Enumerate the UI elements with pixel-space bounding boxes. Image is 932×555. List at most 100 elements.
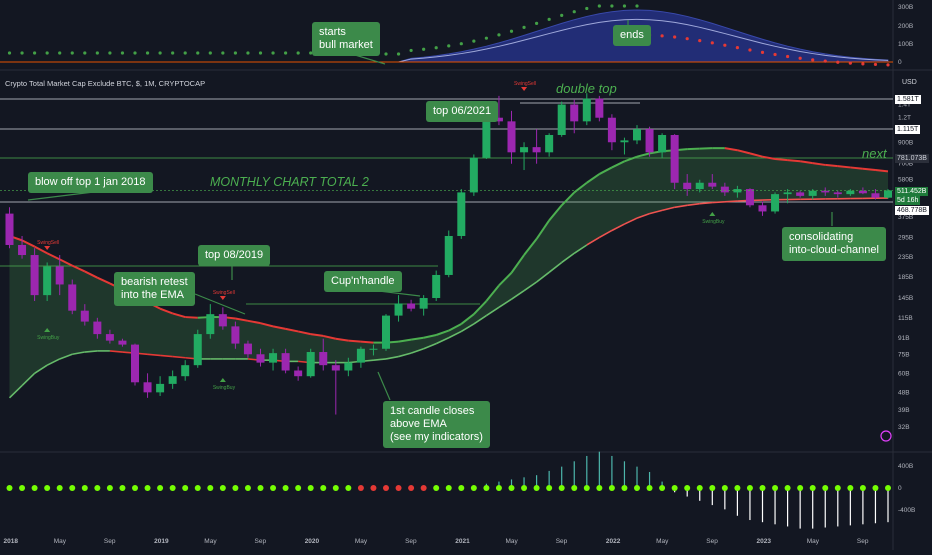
candle-body [269,353,277,362]
oscillator-dot [320,485,326,491]
time-axis-tick: May [204,538,217,545]
top-indicator-dot [560,14,563,17]
next-label: next [862,146,887,161]
oscillator-dot [433,485,439,491]
ema-slow-line [712,202,725,203]
top-indicator-dot [20,51,23,54]
top-indicator-dot [133,51,136,54]
oscillator-dot [283,485,289,491]
candle-body [545,135,553,152]
callout-top-2021: top 06/2021 [426,101,498,122]
candle-body [445,236,453,275]
oscillator-dot [621,485,627,491]
top-indicator-dot [497,33,500,36]
candle-body [282,353,290,370]
candle-body [771,194,779,211]
top-indicator-dot [221,51,224,54]
oscillator-dot [797,485,803,491]
oscillator-dot [107,485,113,491]
candle-body [520,147,528,152]
oscillator-axis-tick: -400B [898,507,915,514]
top-indicator-dot [384,52,387,55]
oscillator-dot [521,485,527,491]
top-indicator-dot [71,51,74,54]
oscillator-dot [471,485,477,491]
candle-body [696,183,704,189]
price-axis-tick: 60B [898,370,910,377]
top-indicator-dot [171,51,174,54]
oscillator-dot [596,485,602,491]
candle-body [294,371,302,377]
oscillator-dot [785,485,791,491]
time-axis-tick: Sep [405,538,417,545]
oscillator-dot [69,485,75,491]
candle-body [809,191,817,196]
candle-body [420,298,428,309]
top-indicator-dot [447,44,450,47]
price-tag: 1.115T [895,125,920,134]
oscillator-dot [446,485,452,491]
ema-fast-line [361,342,374,343]
oscillator-dot [157,485,163,491]
callout-pointer [195,294,245,314]
oscillator-dot [32,485,38,491]
oscillator-dot [634,485,640,491]
candle-body [181,365,189,376]
oscillator-dot [697,485,703,491]
top-indicator-dot [96,51,99,54]
candle-body [93,322,101,335]
oscillator-dot [559,485,565,491]
callout-starts-bull-market: starts bull market [312,22,380,56]
candle-body [570,105,578,122]
candle-body [118,341,126,345]
top-indicator-dot [535,22,538,25]
oscillator-dot [822,485,828,491]
callout-top-2019: top 08/2019 [198,245,270,266]
price-axis-tick: 900B [898,139,913,146]
top-indicator-dot [83,51,86,54]
oscillator-dot [195,485,201,491]
oscillator-dot [207,485,213,491]
oscillator-dot [483,485,489,491]
candle-body [646,129,654,152]
oscillator-dot [659,485,665,491]
oscillator-dot [57,485,63,491]
oscillator-dot [345,485,351,491]
top-indicator-dot [159,51,162,54]
top-indicator-dot [886,63,889,66]
oscillator-dot [847,485,853,491]
candle-body [633,129,641,140]
price-tag: 1.581T [895,95,921,104]
top-indicator-area [10,10,889,62]
top-indicator-dot [184,51,187,54]
price-axis-tick: 32B [898,424,910,431]
oscillator-dot [182,485,188,491]
top-indicator-dot [522,26,525,29]
top-indicator-dot [598,4,601,7]
ema-slow-line [725,201,738,202]
callout-blow-off-top: blow off top 1 jan 2018 [28,172,153,193]
oscillator-dot [496,485,502,491]
candle-body [871,193,879,197]
ema-slow-line [110,351,123,352]
callout-pointer [378,372,390,400]
top-indicator-dot [849,62,852,65]
candle-body [307,352,315,376]
top-indicator-dot [510,30,513,33]
candle-body [332,365,340,370]
oscillator-dot [358,485,364,491]
swing-buy-label: SwingBuy [702,219,725,225]
candle-body [508,121,516,152]
candle-body [31,255,39,295]
oscillator-dot [835,485,841,491]
swing-sell-label: SwingSell [37,240,59,246]
candle-body [620,140,628,142]
ema-fast-line [775,159,788,160]
top-indicator-dot [472,40,475,43]
oscillator-dot [546,485,552,491]
price-tag: 781.073B [895,154,929,163]
candle-body [357,349,365,363]
top-indicator-dot [234,51,237,54]
oscillator-dot [709,485,715,491]
